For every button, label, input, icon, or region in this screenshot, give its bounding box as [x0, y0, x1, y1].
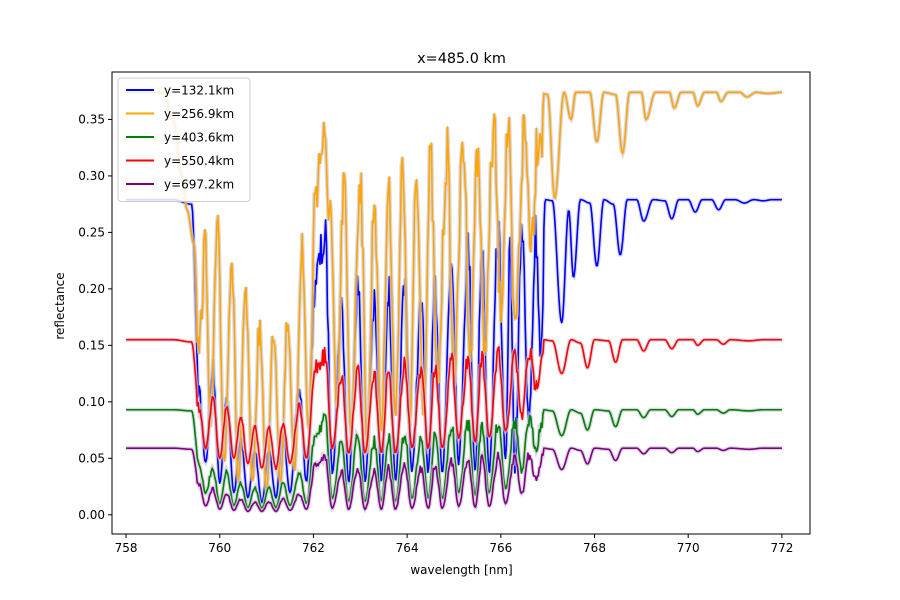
y-axis: 0.00 0.05 0.10 0.15 0.20 0.25 0.30 0.35 — [78, 112, 112, 522]
legend-box — [117, 77, 251, 202]
series-line-4 — [126, 338, 782, 471]
y-tick-label: 0.20 — [78, 282, 105, 296]
y-tick-label: 0.05 — [78, 451, 105, 465]
legend-label: y=132.1km — [164, 84, 234, 98]
legend-label: y=256.9km — [164, 107, 234, 121]
x-tick-label: 762 — [302, 541, 325, 555]
legend-label: y=403.6km — [164, 131, 234, 145]
series-line-5 — [126, 447, 782, 513]
y-tick-label: 0.15 — [78, 338, 105, 352]
x-tick-label: 758 — [115, 541, 138, 555]
y-axis-title: reflectance — [53, 272, 67, 339]
x-tick-label: 768 — [583, 541, 606, 555]
x-tick-label: 772 — [770, 541, 793, 555]
y-tick-label: 0.10 — [78, 395, 105, 409]
series-line-1 — [126, 198, 782, 504]
plot-frame — [111, 71, 811, 535]
series-line-3 — [126, 408, 782, 509]
x-tick-label: 770 — [677, 541, 700, 555]
x-tick-label: 760 — [208, 541, 231, 555]
legend-label: y=697.2km — [164, 178, 234, 192]
x-axis-title: wavelength [nm] — [410, 563, 512, 577]
y-tick-label: 0.30 — [78, 169, 105, 183]
series-layer — [126, 90, 782, 514]
x-tick-label: 764 — [396, 541, 419, 555]
chart-title: x=485.0 km — [417, 51, 506, 67]
y-tick-label: 0.35 — [78, 112, 105, 126]
y-tick-label: 0.25 — [78, 225, 105, 239]
x-axis: 758 760 762 764 766 768 770 772 — [115, 534, 793, 555]
x-tick-label: 766 — [489, 541, 512, 555]
legend-label: y=550.4km — [164, 154, 234, 168]
y-tick-label: 0.00 — [78, 508, 105, 522]
legend: y=132.1km y=256.9km y=403.6km y=550.4km y=69… — [117, 77, 251, 202]
